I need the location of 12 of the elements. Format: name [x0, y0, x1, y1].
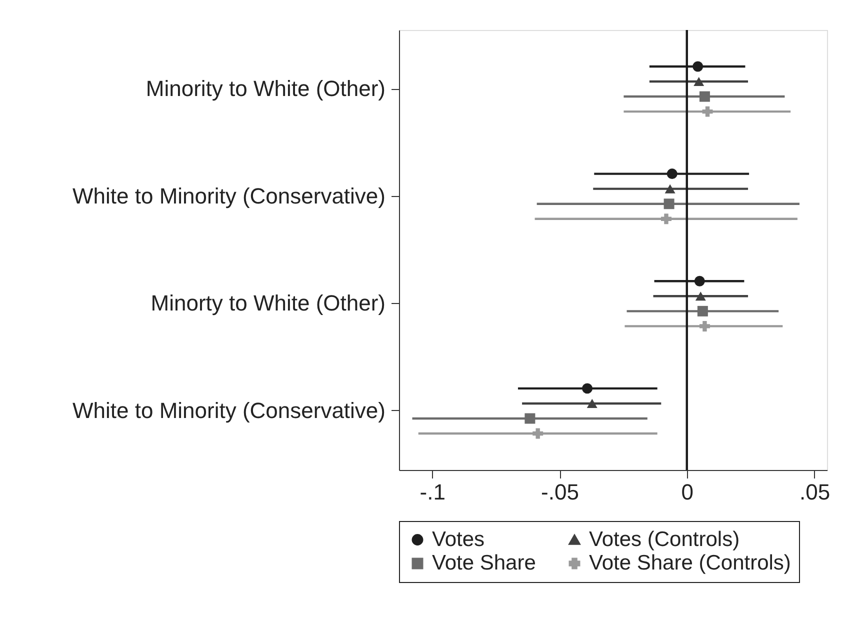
legend-label: Votes (Controls)	[589, 528, 740, 551]
legend-label: Vote Share (Controls)	[589, 552, 791, 574]
y-tick-label: Minorty to White (Other)	[150, 290, 386, 316]
x-tick-label: -.1	[420, 480, 446, 504]
x-tick-label: 0	[681, 480, 694, 504]
y-tick-label: Minority to White (Other)	[146, 76, 386, 102]
x-tick-label: .05	[799, 480, 830, 504]
y-tick-label: White to Minority (Conservative)	[72, 398, 386, 423]
legend-label: Votes	[432, 528, 485, 551]
y-tick-label: White to Minority (Conservative)	[72, 183, 386, 208]
x-tick-label: -.05	[541, 480, 579, 504]
legend-label: Vote Share	[432, 552, 536, 574]
